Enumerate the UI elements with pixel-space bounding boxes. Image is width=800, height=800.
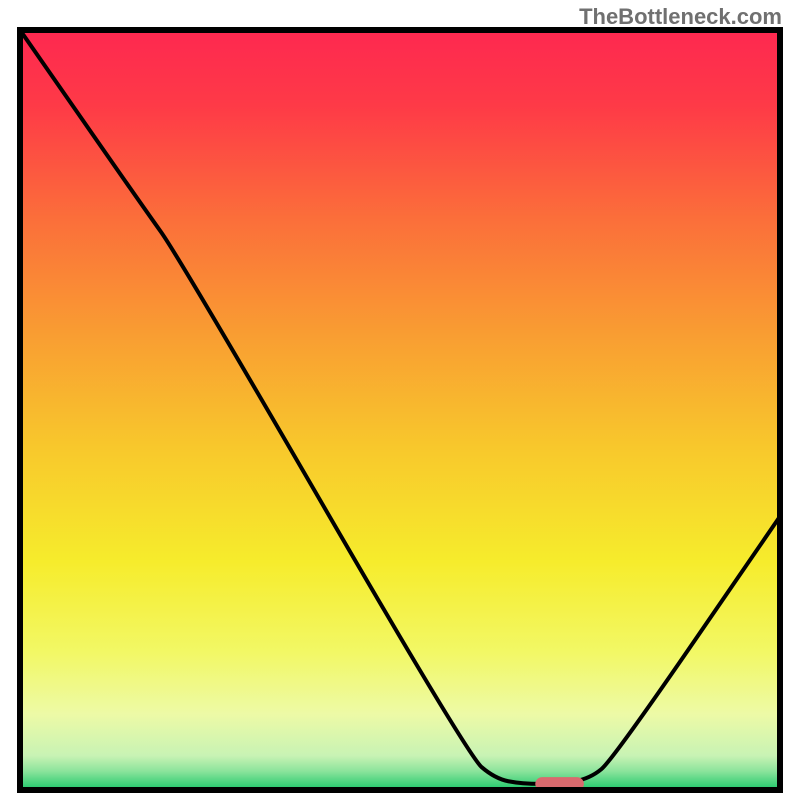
attribution-label: TheBottleneck.com	[579, 4, 782, 30]
gradient-background	[20, 30, 780, 790]
bottleneck-chart: TheBottleneck.com	[0, 0, 800, 800]
chart-svg	[0, 0, 800, 800]
